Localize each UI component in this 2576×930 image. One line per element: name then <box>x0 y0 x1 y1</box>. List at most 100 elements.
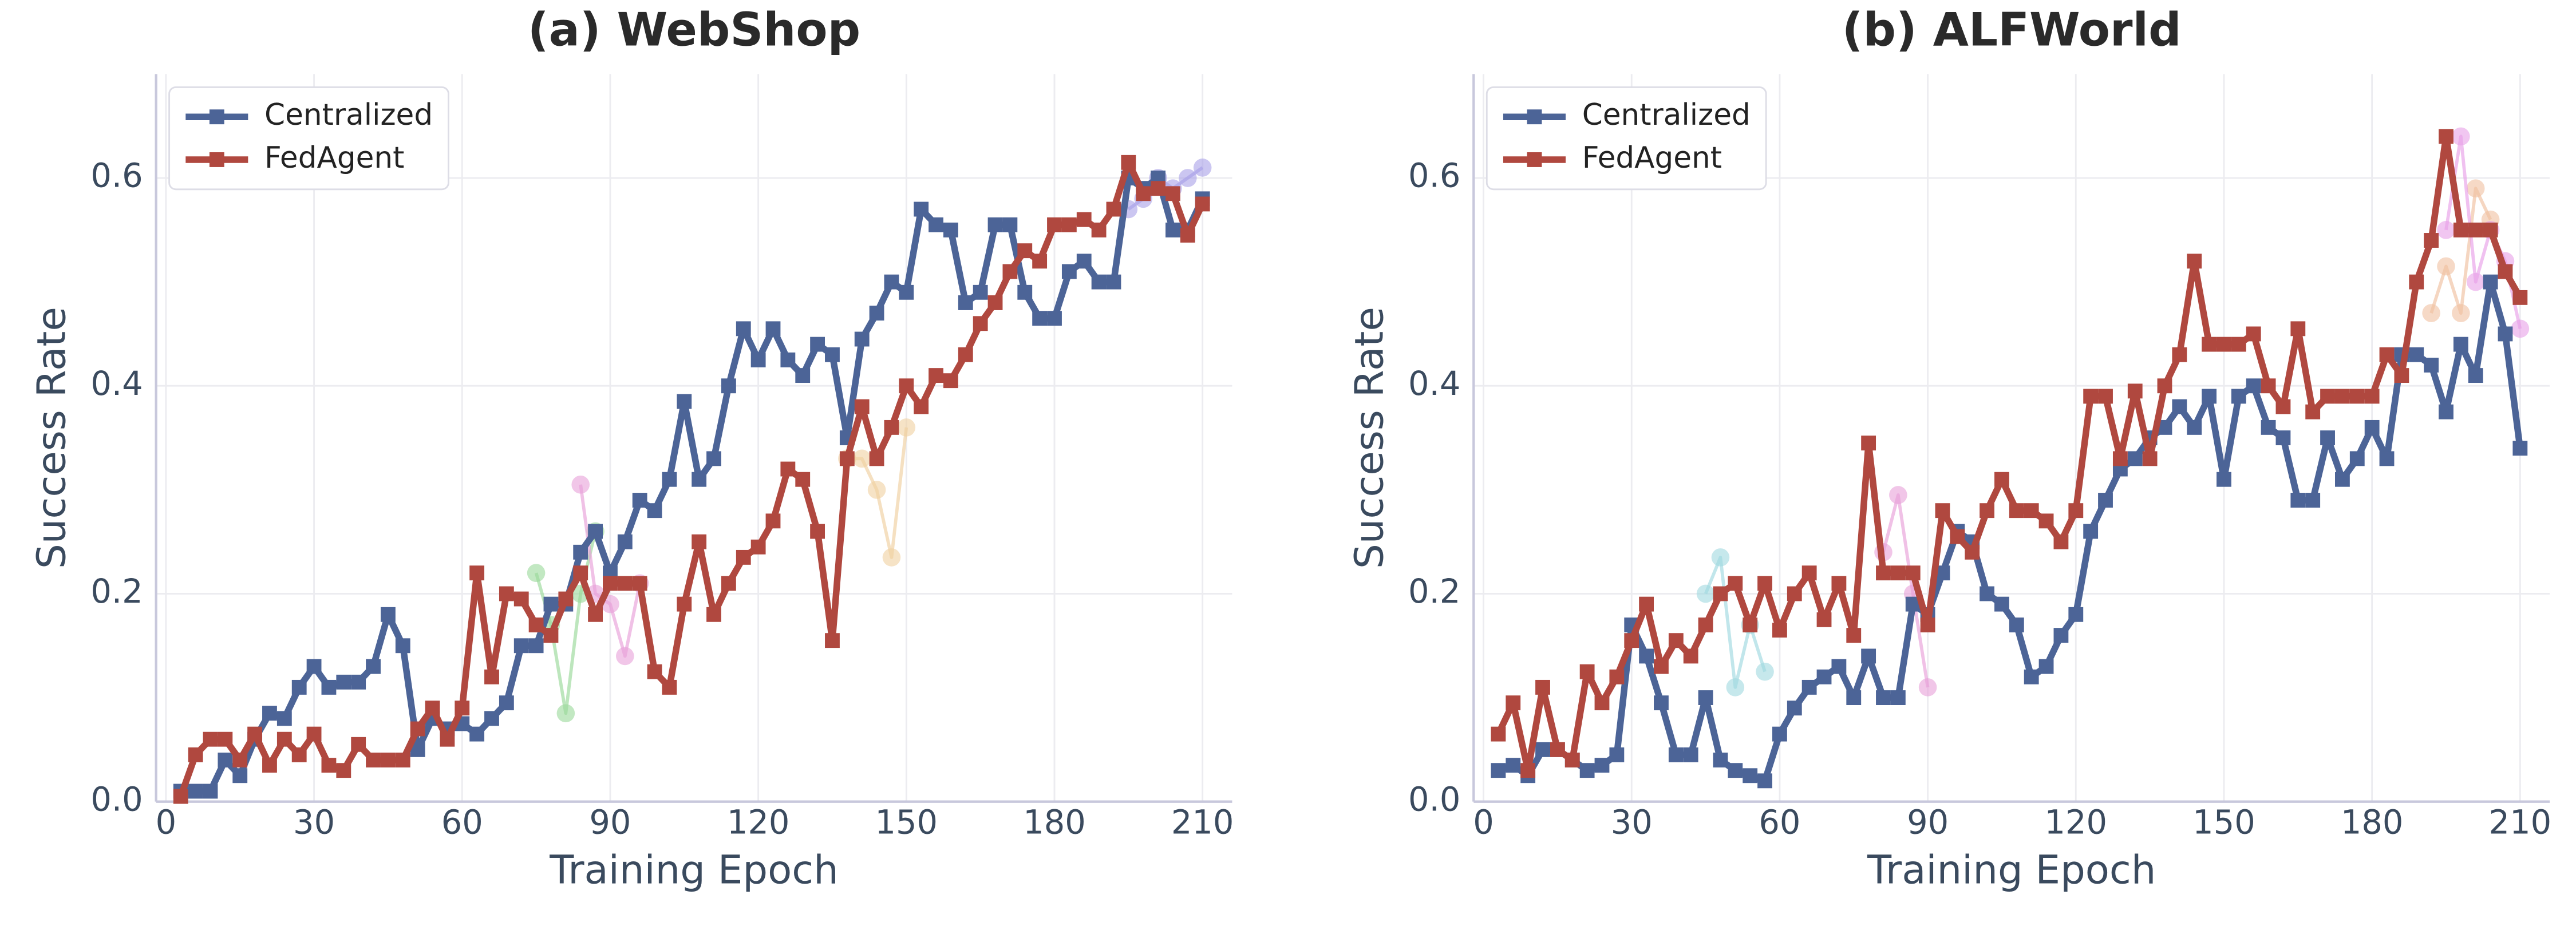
marker <box>1801 565 1817 581</box>
marker <box>2068 503 2084 519</box>
series-line <box>177 159 1206 798</box>
marker <box>1743 768 1758 783</box>
marker <box>617 576 633 591</box>
marker <box>321 758 337 773</box>
marker <box>2172 347 2187 362</box>
marker <box>706 607 721 622</box>
marker <box>513 638 529 654</box>
x-tick-label: 60 <box>1759 804 1800 842</box>
client-point <box>852 449 871 468</box>
marker <box>395 753 410 767</box>
marker <box>1890 565 1906 581</box>
marker <box>2468 222 2483 238</box>
marker <box>1017 284 1033 300</box>
marker <box>306 726 322 742</box>
y-tick-label: 0.6 <box>1408 157 1460 195</box>
marker <box>1816 612 1832 627</box>
x-tick-label: 0 <box>1473 804 1494 842</box>
marker <box>1002 217 1018 232</box>
marker <box>2379 347 2395 362</box>
marker <box>780 352 796 367</box>
legend-box <box>168 86 449 191</box>
marker <box>2112 451 2128 466</box>
marker <box>869 306 884 321</box>
marker <box>884 420 899 435</box>
marker <box>1935 503 1950 519</box>
marker <box>662 679 677 695</box>
marker <box>455 701 470 716</box>
marker <box>1713 753 1728 767</box>
marker <box>2424 357 2439 373</box>
x-tick-label: 90 <box>1907 804 1949 842</box>
marker <box>2024 503 2039 519</box>
marker <box>2275 430 2291 445</box>
x-tick-label: 180 <box>1023 804 1086 842</box>
marker <box>2083 389 2099 404</box>
marker <box>1091 274 1107 290</box>
marker <box>2261 420 2276 435</box>
marker <box>2009 617 2024 632</box>
marker <box>943 373 958 389</box>
marker <box>1861 648 1876 664</box>
marker <box>291 747 307 762</box>
client-point <box>2466 272 2485 291</box>
legend-marker <box>209 109 224 125</box>
marker <box>1950 529 1965 544</box>
marker <box>1195 196 1210 212</box>
marker <box>1121 155 1136 170</box>
marker <box>1980 586 1994 601</box>
marker <box>1165 222 1180 238</box>
marker <box>2127 383 2143 399</box>
marker <box>825 347 840 362</box>
marker <box>1876 690 1891 706</box>
client-point <box>2437 221 2455 239</box>
legend-marker <box>1527 152 1542 167</box>
marker <box>1002 264 1018 279</box>
x-tick-label: 210 <box>2489 804 2552 842</box>
marker <box>351 737 366 752</box>
marker <box>1683 747 1698 762</box>
marker <box>1061 264 1077 279</box>
marker <box>1076 212 1092 227</box>
client-point <box>2437 257 2455 276</box>
marker <box>2349 389 2365 404</box>
client-point <box>527 564 546 582</box>
marker <box>2335 389 2350 404</box>
marker <box>1017 243 1033 259</box>
x-axis-label: Training Epoch <box>1867 847 2156 893</box>
legend-label: Centralized <box>264 98 433 132</box>
marker <box>2379 451 2395 466</box>
marker <box>2083 524 2099 539</box>
client-point <box>897 418 916 437</box>
marker <box>1136 186 1151 201</box>
marker <box>810 337 825 352</box>
marker <box>1801 679 1817 695</box>
marker <box>1506 758 1521 773</box>
marker <box>1920 617 1935 632</box>
marker <box>2498 264 2513 279</box>
client-point <box>1889 486 1907 504</box>
marker <box>1683 648 1698 664</box>
marker <box>958 347 973 362</box>
y-tick-label: 0.0 <box>90 780 143 818</box>
marker <box>366 659 381 674</box>
x-tick-label: 150 <box>2192 804 2255 842</box>
marker <box>929 368 943 383</box>
y-tick-label: 0.6 <box>90 157 143 195</box>
marker <box>484 669 499 684</box>
marker <box>1151 181 1165 196</box>
y-tick-label: 0.4 <box>90 365 143 403</box>
y-tick-label: 0.0 <box>1408 780 1460 818</box>
legend-label: Centralized <box>1582 98 1751 132</box>
client-point <box>1179 169 1197 187</box>
marker <box>1550 742 1565 757</box>
marker <box>588 607 603 622</box>
marker <box>232 753 248 767</box>
marker <box>1047 217 1062 232</box>
marker <box>1032 311 1048 326</box>
marker <box>958 295 973 310</box>
x-tick-label: 30 <box>293 804 335 842</box>
marker <box>2468 368 2483 383</box>
marker <box>2364 420 2380 435</box>
